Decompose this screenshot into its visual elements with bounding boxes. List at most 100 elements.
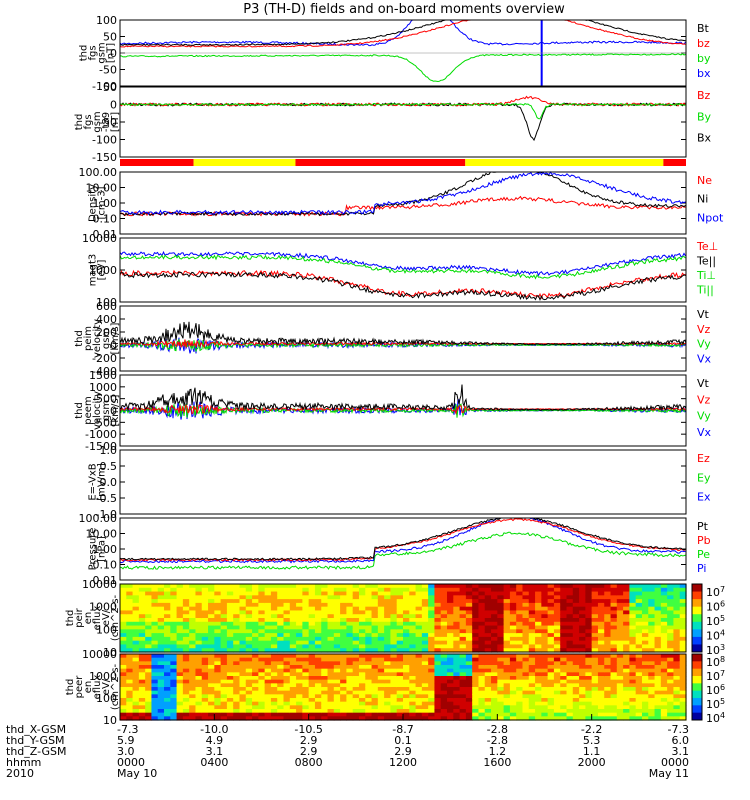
spectrogram-cell xyxy=(289,633,297,638)
spectrogram-cell xyxy=(535,665,542,670)
spectrogram-cell xyxy=(321,698,329,703)
spectrogram-cell xyxy=(145,587,153,593)
spectrogram-cell xyxy=(126,683,134,688)
spectrogram-cell xyxy=(220,661,228,666)
spectrogram-cell xyxy=(522,587,530,593)
spectrogram-cell xyxy=(648,595,656,600)
y-tick-label: 0 xyxy=(110,339,117,352)
spectrogram-cell xyxy=(428,716,436,721)
spectrogram-cell xyxy=(396,705,404,710)
spectrogram-cell xyxy=(654,621,662,627)
spectrogram-cell xyxy=(604,614,612,619)
spectrogram-cell xyxy=(553,648,561,653)
spectrogram-cell xyxy=(289,610,297,615)
spectrogram-cell xyxy=(610,712,618,717)
spectrogram-cell xyxy=(660,687,668,692)
spectrogram-cell xyxy=(120,712,127,717)
spectrogram-cell xyxy=(623,701,630,706)
colorbar-swatch xyxy=(692,591,702,600)
spectrogram-cell xyxy=(340,705,347,710)
spectrogram-cell xyxy=(132,591,140,596)
spectrogram-cell xyxy=(472,676,480,681)
spectrogram-cell xyxy=(403,690,410,695)
spectrogram-cell xyxy=(623,676,630,681)
state-bar-segment xyxy=(663,159,686,166)
spectrogram-cell xyxy=(484,621,492,627)
spectrogram-cell xyxy=(145,716,153,721)
spectrogram-cell xyxy=(365,587,373,593)
spectrogram-cell xyxy=(535,614,542,619)
spectrogram-cell xyxy=(478,584,486,589)
spectrogram-cell xyxy=(258,694,266,699)
spectrogram-cell xyxy=(616,591,624,596)
spectrogram-cell xyxy=(535,606,542,612)
spectrogram-cell xyxy=(264,716,272,721)
spectrogram-cell xyxy=(528,701,536,706)
spectrogram-cell xyxy=(296,679,303,684)
spectrogram-cell xyxy=(189,654,197,659)
spectrogram-cell xyxy=(264,701,272,706)
spectrogram-cell xyxy=(302,625,310,630)
spectrogram-cell xyxy=(516,602,524,608)
spectrogram-cell xyxy=(189,676,197,681)
spectrogram-cell xyxy=(151,690,159,695)
spectrogram-cell xyxy=(126,694,134,699)
spectrogram-cell xyxy=(547,614,555,619)
spectrogram-cell xyxy=(396,629,404,634)
spectrogram-cell xyxy=(352,636,360,642)
spectrogram-cell xyxy=(522,676,530,681)
spectrogram-cell xyxy=(491,621,498,627)
spectrogram-cell xyxy=(604,683,612,688)
spectrogram-cell xyxy=(314,698,322,703)
spectrogram-cell xyxy=(390,610,398,615)
spectrogram-cell xyxy=(396,595,404,600)
spectrogram-cell xyxy=(459,687,467,692)
spectrogram-cell xyxy=(151,679,159,684)
spectrogram-cell xyxy=(208,618,215,623)
spectrogram-cell xyxy=(170,701,178,706)
spectrogram-cell xyxy=(352,712,360,717)
y-tick-label: 10 xyxy=(103,646,117,659)
spectrogram-cell xyxy=(553,668,561,673)
spectrogram-cell xyxy=(597,644,605,649)
spectrogram-cell xyxy=(132,602,140,608)
spectrogram-cell xyxy=(245,679,253,684)
spectrogram-cell xyxy=(396,636,404,642)
spectrogram-cell xyxy=(535,657,542,662)
spectrogram-cell xyxy=(132,595,140,600)
spectrogram-cell xyxy=(126,602,134,608)
y-axis-title-line: gsm xyxy=(97,42,108,63)
spectrogram-cell xyxy=(484,698,492,703)
colorbar-swatch xyxy=(692,584,702,593)
spectrogram-cell xyxy=(547,668,555,673)
legend-entry: bz xyxy=(697,37,710,50)
colorbar-swatch xyxy=(692,683,702,692)
spectrogram-cell xyxy=(528,683,536,688)
spectrogram-cell xyxy=(333,595,341,600)
spectrogram-cell xyxy=(132,618,140,623)
spectrogram-cell xyxy=(308,690,316,695)
spectrogram-cell xyxy=(302,701,310,706)
spectrogram-cell xyxy=(660,648,668,653)
spectrogram-cell xyxy=(579,712,586,717)
spectrogram-cell xyxy=(289,636,297,642)
spectrogram-cell xyxy=(591,644,599,649)
spectrogram-cell xyxy=(509,640,517,646)
spectrogram-cell xyxy=(377,716,385,721)
spectrogram-cell xyxy=(138,657,146,662)
spectrogram-cell xyxy=(484,665,492,670)
spectrogram-cell xyxy=(522,672,530,677)
spectrogram-cell xyxy=(176,676,184,681)
spectrogram-cell xyxy=(648,661,656,666)
spectrogram-cell xyxy=(528,595,536,600)
spectrogram-cell xyxy=(201,625,209,630)
spectrogram-cell xyxy=(189,610,197,615)
spectrogram-cell xyxy=(667,644,675,649)
spectrogram-cell xyxy=(384,599,392,604)
y-axis-title-line: [nPa] xyxy=(97,536,108,562)
spectrogram-cell xyxy=(283,705,291,710)
spectrogram-cell xyxy=(302,591,310,596)
spectrogram-cell xyxy=(371,595,379,600)
spectrogram-cell xyxy=(610,676,618,681)
spectrogram-cell xyxy=(484,676,492,681)
